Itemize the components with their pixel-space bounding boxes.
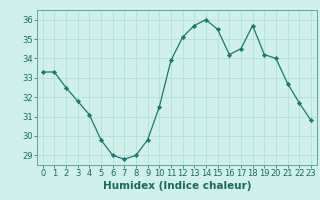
X-axis label: Humidex (Indice chaleur): Humidex (Indice chaleur) (102, 181, 251, 191)
